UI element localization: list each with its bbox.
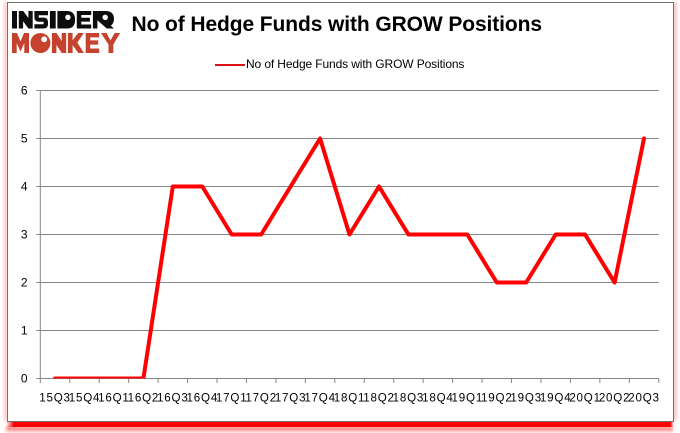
svg-text:17Q2: 17Q2 <box>245 392 277 405</box>
svg-text:17Q4: 17Q4 <box>304 392 336 405</box>
svg-text:20Q2: 20Q2 <box>599 392 631 405</box>
svg-text:19Q1: 19Q1 <box>452 392 484 405</box>
svg-text:16Q2: 16Q2 <box>128 392 160 405</box>
svg-text:16Q4: 16Q4 <box>187 392 219 405</box>
svg-text:19Q2: 19Q2 <box>481 392 513 405</box>
svg-text:3: 3 <box>21 228 28 242</box>
svg-text:17Q3: 17Q3 <box>275 392 307 405</box>
svg-text:16Q1: 16Q1 <box>98 392 130 405</box>
svg-text:20Q3: 20Q3 <box>628 392 660 405</box>
svg-text:15Q4: 15Q4 <box>69 392 101 405</box>
svg-text:1: 1 <box>21 324 28 338</box>
svg-text:16Q3: 16Q3 <box>157 392 189 405</box>
svg-text:20Q1: 20Q1 <box>569 392 601 405</box>
svg-text:18Q4: 18Q4 <box>422 392 454 405</box>
svg-text:6: 6 <box>21 84 28 98</box>
svg-text:5: 5 <box>21 132 28 146</box>
svg-text:2: 2 <box>21 276 28 290</box>
svg-text:18Q1: 18Q1 <box>334 392 366 405</box>
svg-text:4: 4 <box>21 180 28 194</box>
svg-text:17Q1: 17Q1 <box>216 392 248 405</box>
svg-text:0: 0 <box>21 372 28 386</box>
svg-text:19Q4: 19Q4 <box>540 392 572 405</box>
svg-text:18Q2: 18Q2 <box>363 392 395 405</box>
svg-text:18Q3: 18Q3 <box>393 392 425 405</box>
svg-text:15Q3: 15Q3 <box>39 392 71 405</box>
svg-text:19Q3: 19Q3 <box>510 392 542 405</box>
